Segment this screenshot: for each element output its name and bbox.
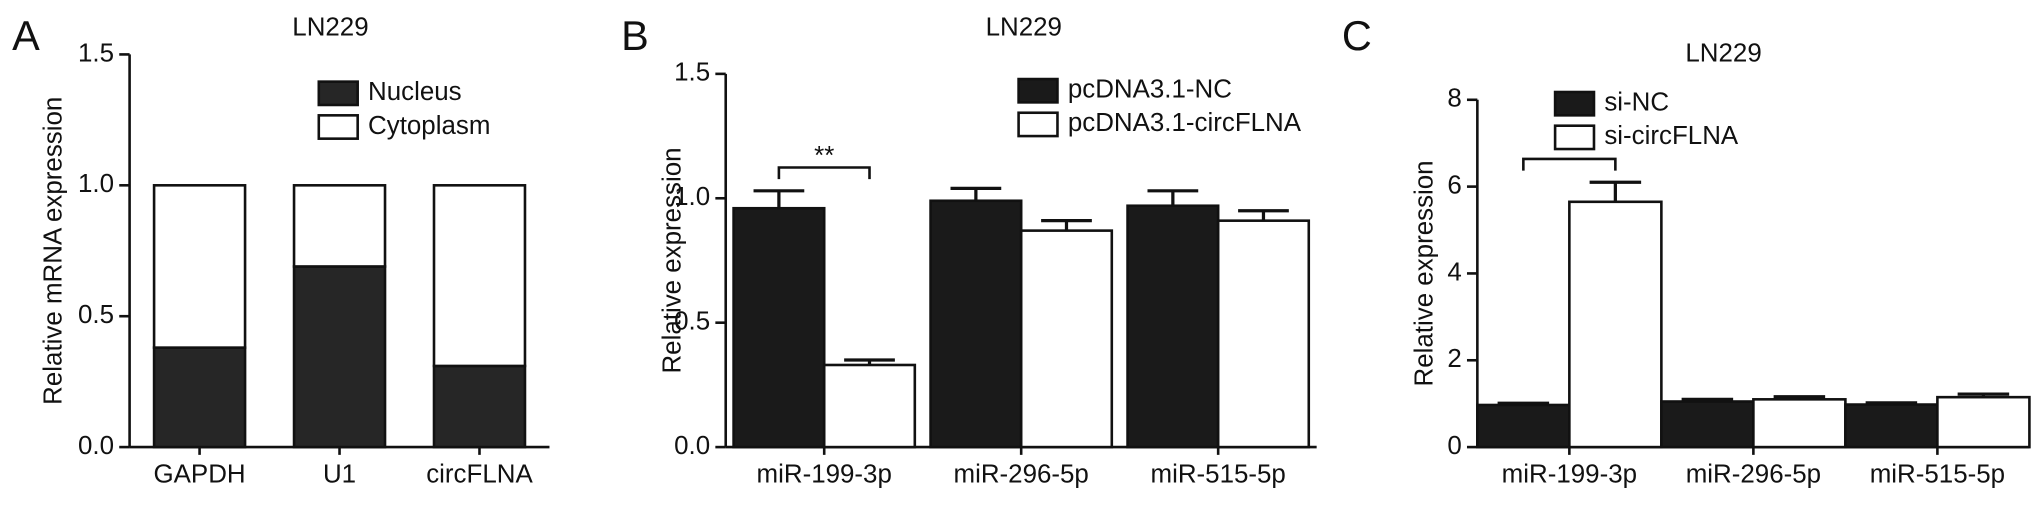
bar bbox=[152, 346, 247, 449]
legend-label: pcDNA3.1-NC bbox=[1068, 76, 1232, 104]
bar bbox=[1936, 395, 2031, 449]
error-bar bbox=[1147, 189, 1199, 206]
y-axis-label: Relative expression bbox=[1410, 160, 1438, 386]
x-tick-label: miR-199-3p bbox=[1502, 460, 1637, 488]
bar bbox=[1568, 200, 1663, 449]
error-bar bbox=[1957, 392, 2010, 398]
error-bar bbox=[950, 186, 1002, 201]
y-axis-label: Relative expression bbox=[659, 147, 687, 373]
y-tick-label: 2 bbox=[1447, 345, 1461, 373]
bar bbox=[1019, 229, 1114, 449]
x-tick-label: miR-515-5p bbox=[1870, 460, 2005, 488]
y-axis-label: Relative mRNA expression bbox=[39, 97, 67, 405]
x-tick-label: miR-296-5p bbox=[954, 460, 1089, 488]
y-tick-label: 0 bbox=[1447, 432, 1461, 460]
chart-title: LN229 bbox=[292, 13, 368, 41]
error-bar bbox=[1865, 401, 1918, 405]
bar bbox=[292, 265, 387, 449]
x-tick-label: circFLNA bbox=[426, 460, 533, 488]
error-bar bbox=[1041, 219, 1092, 231]
error-bar bbox=[1589, 180, 1642, 202]
error-bar bbox=[1238, 209, 1289, 221]
legend-swatch bbox=[317, 80, 359, 107]
y-tick-label: 8 bbox=[1447, 85, 1461, 113]
legend-swatch bbox=[1017, 111, 1059, 138]
x-tick-label: U1 bbox=[323, 460, 356, 488]
y-tick-label: 1.0 bbox=[78, 170, 114, 198]
x-tick-label: miR-296-5p bbox=[1686, 460, 1821, 488]
y-tick-label: 0.5 bbox=[78, 301, 114, 329]
chart-title: LN229 bbox=[986, 13, 1062, 41]
error-bar bbox=[844, 358, 895, 365]
bar bbox=[432, 364, 527, 449]
legend-label: pcDNA3.1-circFLNA bbox=[1068, 109, 1302, 137]
legend-swatch bbox=[1017, 77, 1059, 104]
bar bbox=[1216, 219, 1311, 449]
panel-label: B bbox=[621, 12, 649, 59]
error-bar bbox=[1497, 401, 1550, 405]
y-tick-label: 0.5 bbox=[674, 308, 710, 336]
legend-label: si-NC bbox=[1604, 89, 1669, 117]
error-bar bbox=[753, 189, 805, 209]
panel-label: C bbox=[1342, 12, 1372, 59]
error-bar bbox=[1681, 397, 1734, 402]
bar bbox=[292, 184, 387, 268]
y-tick-label: 4 bbox=[1447, 258, 1461, 286]
bar bbox=[732, 206, 826, 449]
bar bbox=[822, 363, 917, 449]
bar bbox=[432, 184, 527, 368]
error-bar bbox=[1773, 395, 1826, 400]
panel-label: A bbox=[12, 12, 40, 59]
legend-label: si-circFLNA bbox=[1604, 122, 1739, 150]
significance-bracket bbox=[1522, 157, 1617, 171]
legend-label: Nucleus bbox=[368, 78, 462, 106]
legend-swatch bbox=[317, 114, 359, 140]
x-tick-label: GAPDH bbox=[154, 460, 246, 488]
significance-bracket bbox=[777, 166, 871, 180]
legend-label: Cytoplasm bbox=[368, 112, 490, 140]
bar bbox=[1752, 398, 1847, 449]
bar bbox=[929, 199, 1023, 449]
legend-swatch bbox=[1553, 124, 1596, 151]
bar bbox=[152, 184, 247, 349]
x-tick-label: miR-515-5p bbox=[1150, 460, 1285, 488]
y-tick-label: 1.5 bbox=[674, 59, 710, 87]
y-tick-label: 1.5 bbox=[78, 39, 114, 67]
bar bbox=[1476, 403, 1571, 449]
bar bbox=[1660, 400, 1755, 449]
x-tick-label: miR-199-3p bbox=[757, 460, 892, 488]
chart-title: LN229 bbox=[1685, 39, 1761, 67]
y-tick-label: 1.0 bbox=[674, 183, 710, 211]
y-tick-label: 6 bbox=[1447, 171, 1461, 199]
significance-label: ** bbox=[814, 142, 834, 170]
legend-swatch bbox=[1553, 90, 1596, 117]
y-tick-label: 0.0 bbox=[674, 432, 710, 460]
bar bbox=[1844, 403, 1939, 449]
y-tick-label: 0.0 bbox=[78, 432, 114, 460]
bar bbox=[1126, 204, 1220, 449]
